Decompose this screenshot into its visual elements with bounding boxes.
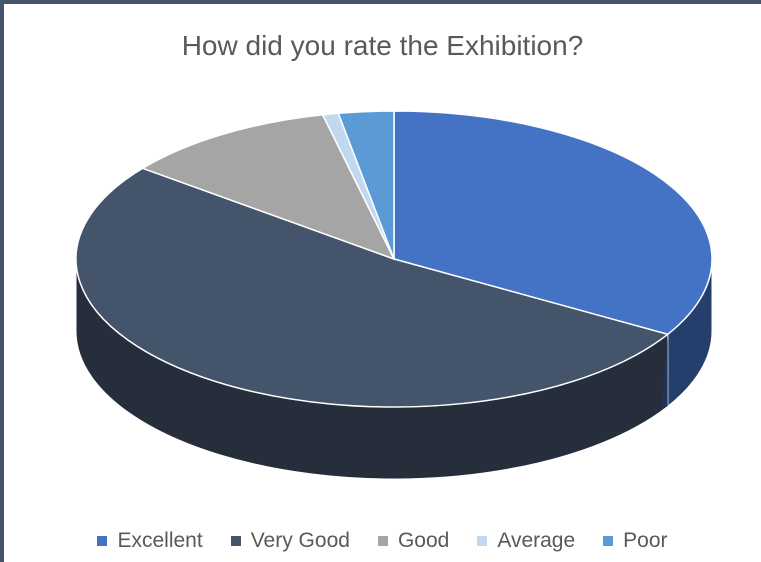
pie-slice-excellent [393, 110, 713, 336]
legend-item: Average [477, 529, 575, 553]
legend-swatch [377, 536, 388, 546]
legend: Excellent Very Good Good Average Poor [4, 528, 761, 554]
chart-title: How did you rate the Exhibition? [181, 30, 584, 61]
legend-swatch [230, 536, 241, 546]
top-border [0, 0, 761, 4]
legend-swatch [97, 536, 108, 546]
legend-item: Very Good [230, 529, 350, 553]
legend-swatch [477, 536, 488, 546]
legend-item: Excellent [97, 529, 203, 553]
pie-slices [75, 110, 713, 408]
legend-swatch [603, 536, 614, 546]
legend-label: Good [397, 529, 450, 552]
pie-slice-very-good [75, 167, 670, 408]
legend-label: Poor [623, 529, 668, 552]
legend-label: Average [497, 529, 576, 552]
pie-slice-good [140, 113, 396, 261]
legend-item: Good [377, 529, 450, 553]
left-border [0, 0, 4, 562]
pie-slice-poor [337, 110, 395, 260]
pie-cut-face [661, 334, 668, 407]
legend-item: Poor [603, 529, 668, 553]
legend-label: Excellent [117, 529, 203, 552]
legend-label: Very Good [250, 529, 350, 552]
